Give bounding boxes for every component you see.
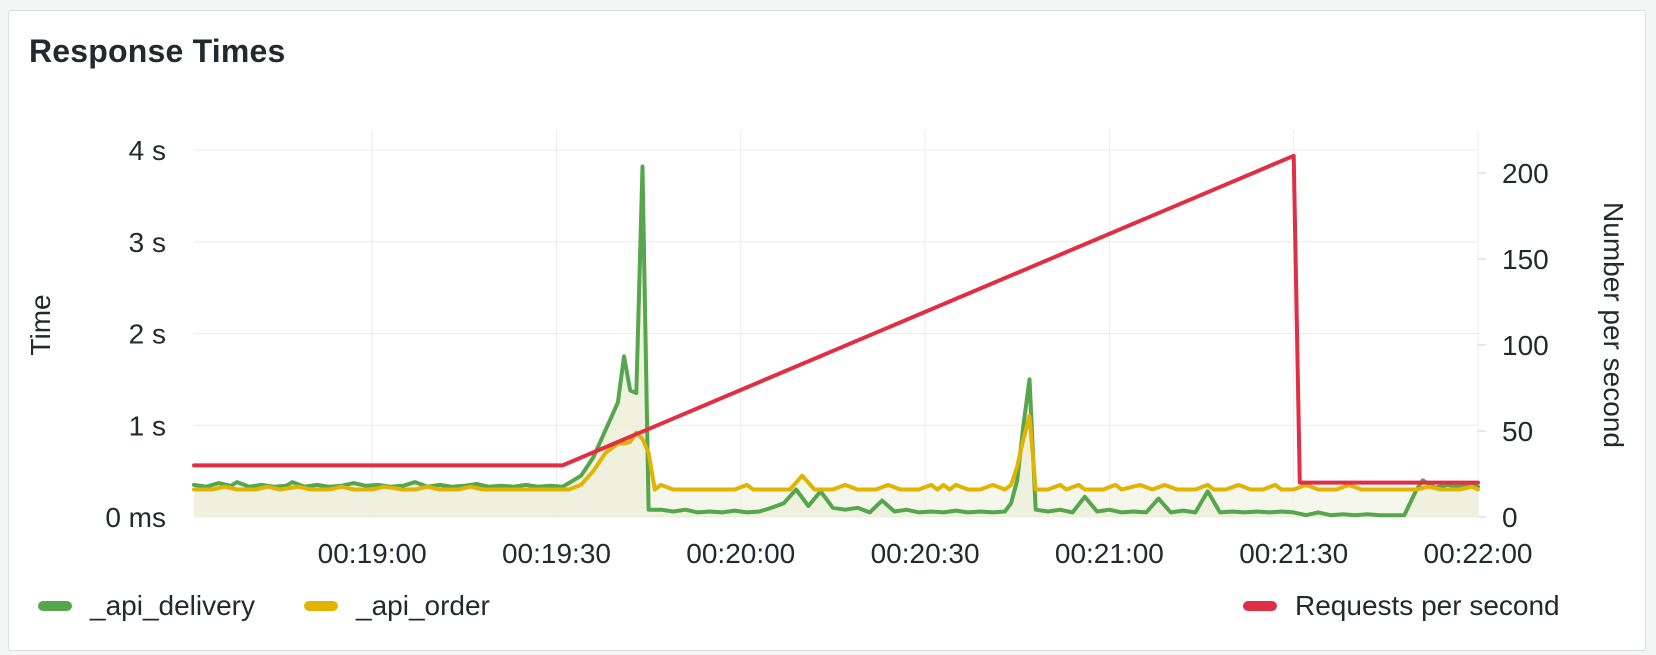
y-left-tick: 1 s xyxy=(129,410,166,441)
x-tick: 00:22:00 xyxy=(1424,538,1533,569)
y-right-axis-label: Number per second xyxy=(1598,202,1629,448)
x-tick: 00:20:00 xyxy=(686,538,795,569)
legend-swatch-api-order xyxy=(304,601,338,611)
y-left-ticks: 0 ms 1 s 2 s 3 s 4 s xyxy=(105,135,166,533)
legend-item-requests-per-second[interactable]: Requests per second xyxy=(1243,590,1560,622)
y-left-tick: 4 s xyxy=(129,135,166,166)
legend-swatch-requests-per-second xyxy=(1243,601,1277,611)
y-right-tick: 200 xyxy=(1502,158,1549,189)
grid-lines xyxy=(194,130,1479,518)
chart-panel: Response Times xyxy=(8,10,1646,651)
panel-title[interactable]: Response Times xyxy=(29,33,286,69)
y-left-tick: 3 s xyxy=(129,227,166,258)
legend-swatch-api-delivery xyxy=(38,601,72,611)
series-line-apiorder[interactable] xyxy=(192,414,1480,492)
series-lines xyxy=(192,153,1480,518)
x-axis-ticks: 00:19:00 00:19:30 00:20:00 00:20:30 00:21:00… xyxy=(318,538,1533,569)
legend-item-api-delivery[interactable]: _api_delivery xyxy=(38,590,255,622)
series-fill-apiorder xyxy=(194,416,1478,517)
x-tick: 00:19:30 xyxy=(502,538,611,569)
y-right-ticks: 0 50 100 150 200 xyxy=(1478,158,1549,533)
y-left-tick: 0 ms xyxy=(105,502,166,533)
y-left-axis-label: Time xyxy=(25,294,56,355)
y-right-tick: 100 xyxy=(1502,330,1549,361)
series-fills xyxy=(194,166,1478,517)
x-tick: 00:19:00 xyxy=(318,538,427,569)
x-tick: 00:21:30 xyxy=(1239,538,1348,569)
y-right-tick: 150 xyxy=(1502,244,1549,275)
legend-label-requests-per-second: Requests per second xyxy=(1295,590,1560,621)
x-tick: 00:20:30 xyxy=(871,538,980,569)
legend-label-api-order: _api_order xyxy=(356,590,490,621)
y-right-tick: 50 xyxy=(1502,416,1533,447)
y-right-tick: 0 xyxy=(1502,502,1518,533)
series-line-requestspersecond[interactable] xyxy=(192,153,1480,485)
legend-item-api-order[interactable]: _api_order xyxy=(304,590,490,622)
x-tick: 00:21:00 xyxy=(1055,538,1164,569)
series-line-apidelivery[interactable] xyxy=(192,164,1480,518)
legend-label-api-delivery: _api_delivery xyxy=(90,590,255,621)
y-left-tick: 2 s xyxy=(129,319,166,350)
